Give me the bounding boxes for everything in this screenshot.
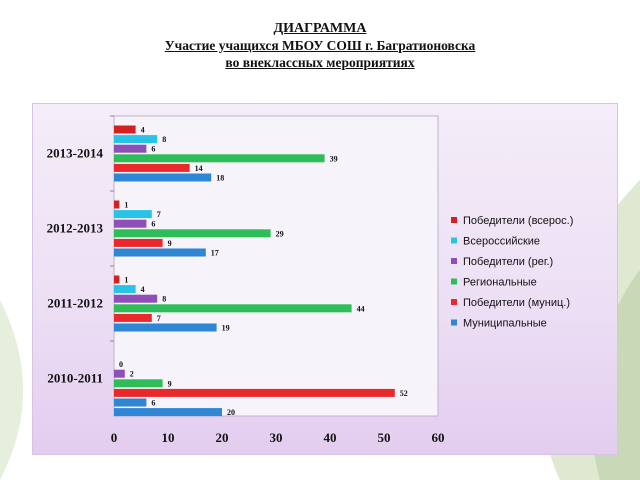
- data-label: 17: [211, 249, 219, 258]
- data-label: 20: [227, 408, 235, 417]
- bar: [114, 173, 212, 182]
- data-label: 0: [119, 360, 123, 369]
- x-tick-label: 10: [162, 430, 175, 445]
- bar: [114, 144, 147, 153]
- category-label: 2010-2011: [47, 371, 103, 386]
- legend-swatch: [451, 319, 457, 326]
- data-label: 7: [157, 314, 161, 323]
- bar: [114, 125, 136, 134]
- data-label: 29: [276, 229, 284, 238]
- legend-swatch: [451, 299, 457, 305]
- data-label: 4: [141, 285, 145, 294]
- x-tick-label: 40: [324, 430, 337, 445]
- bar: [114, 154, 325, 163]
- legend-swatch: [451, 258, 457, 264]
- data-label: 7: [157, 210, 161, 219]
- bar: [114, 163, 190, 172]
- bar: [114, 388, 395, 397]
- bar: [114, 294, 158, 303]
- data-label: 19: [222, 324, 230, 333]
- bar: [114, 210, 152, 219]
- legend-label: Всероссийские: [463, 236, 540, 248]
- bar: [114, 248, 206, 257]
- legend-swatch: [451, 278, 457, 285]
- legend-label: Муниципальные: [463, 318, 547, 330]
- data-label: 4: [141, 126, 145, 135]
- title-line-2: Участие учащихся МБОУ СОШ г. Багратионов…: [164, 38, 476, 53]
- bar: [114, 304, 352, 313]
- legend-swatch: [451, 237, 457, 244]
- bar: [114, 285, 136, 294]
- data-label: 18: [216, 174, 224, 183]
- bar: [114, 369, 125, 378]
- bar: [114, 219, 147, 228]
- data-label: 6: [151, 220, 155, 229]
- bar: [114, 275, 120, 284]
- data-label: 9: [168, 379, 172, 388]
- bar: [114, 398, 147, 407]
- title-block: ДИАГРАММА Участие учащихся МБОУ СОШ г. Б…: [0, 20, 640, 71]
- data-label: 8: [162, 295, 166, 304]
- x-tick-label: 0: [111, 430, 118, 445]
- bar: [114, 313, 152, 322]
- data-label: 1: [124, 201, 128, 210]
- data-label: 6: [151, 145, 155, 154]
- bar: [114, 238, 163, 247]
- bar: [114, 408, 222, 417]
- title-line-1: ДИАГРАММА: [273, 21, 367, 36]
- data-label: 6: [151, 399, 155, 408]
- chart-panel: 2013-2014 4 8 6 39 14 18 2012-2013 1 7 6 29 9 17 2011-…: [32, 103, 618, 455]
- x-tick-label: 30: [270, 430, 283, 445]
- bar: [114, 379, 163, 388]
- data-label: 8: [162, 135, 166, 144]
- legend-label: Региональные: [463, 277, 537, 289]
- data-label: 1: [124, 276, 128, 285]
- data-label: 2: [130, 370, 134, 379]
- legend-swatch: [451, 217, 457, 223]
- x-tick-label: 20: [216, 430, 229, 445]
- data-label: 14: [195, 164, 203, 173]
- bar-chart: 2013-20144863914182012-2013176299172011-…: [47, 115, 573, 445]
- bar: [114, 135, 158, 144]
- x-tick-label: 50: [378, 430, 391, 445]
- bar: [114, 323, 217, 332]
- data-label: 44: [357, 304, 365, 313]
- data-label: 9: [168, 239, 172, 248]
- data-label: 52: [400, 389, 408, 398]
- legend-label: Победители (рег.): [463, 256, 553, 268]
- title-line-3: во внеклассных мероприятиях: [225, 55, 415, 70]
- category-label: 2011-2012: [47, 296, 103, 311]
- x-tick-label: 60: [432, 430, 445, 445]
- category-label: 2012-2013: [47, 221, 104, 236]
- category-label: 2013-2014: [47, 146, 104, 161]
- legend-label: Победители (всерос.): [463, 215, 573, 227]
- bar: [114, 200, 120, 209]
- data-label: 39: [330, 154, 338, 163]
- bar: [114, 229, 271, 238]
- legend-label: Победители (муниц.): [463, 297, 570, 309]
